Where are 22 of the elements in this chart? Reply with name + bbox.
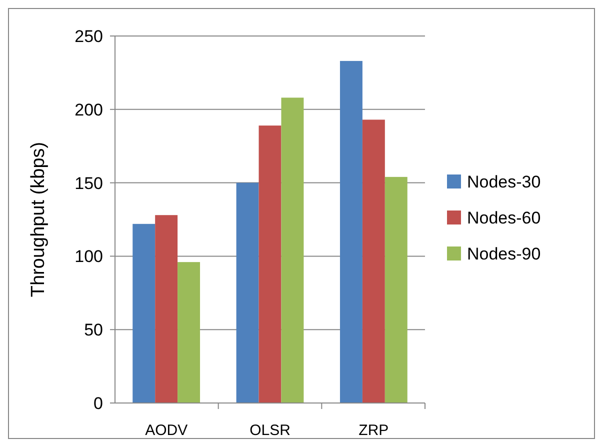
- legend-label: Nodes-30: [467, 172, 541, 192]
- x-tick-label: AODV: [145, 422, 188, 439]
- y-tick-label: 100: [74, 247, 103, 266]
- bar: [281, 98, 304, 403]
- y-tick-label: 200: [74, 100, 103, 120]
- bar: [178, 262, 200, 403]
- legend-label: Nodes-60: [467, 208, 541, 228]
- y-axis-title: Throughput (kbps): [28, 142, 49, 298]
- bar: [132, 224, 156, 403]
- bar: [236, 182, 259, 403]
- y-tick-label: 250: [74, 26, 103, 46]
- x-tick-label: OLSR: [250, 422, 291, 439]
- x-tick-label: ZRP: [358, 422, 389, 439]
- bar: [362, 120, 385, 403]
- y-tick-label: 0: [94, 394, 103, 413]
- bar: [384, 176, 408, 403]
- y-tick-label: 150: [74, 174, 103, 193]
- y-tick-label: 50: [84, 320, 103, 340]
- bar: [258, 126, 282, 403]
- legend-label: Nodes-90: [467, 244, 541, 264]
- bar: [155, 215, 178, 403]
- bar: [340, 60, 362, 403]
